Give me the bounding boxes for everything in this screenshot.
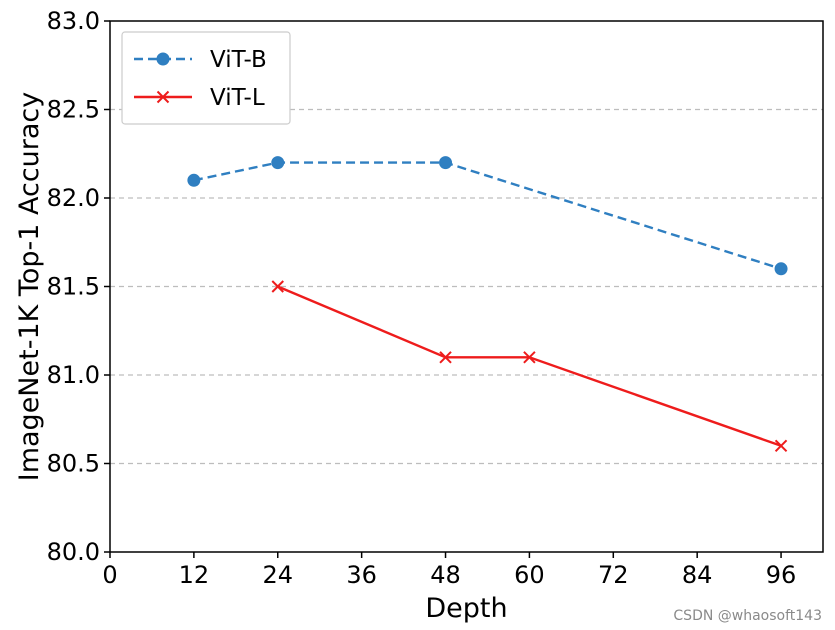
legend-marker xyxy=(156,90,170,104)
x-tick-label: 72 xyxy=(598,561,629,589)
data-point-vit-l xyxy=(774,439,788,453)
data-point-vit-b xyxy=(774,262,788,276)
data-point-vit-b xyxy=(439,156,453,170)
watermark: CSDN @whaosoft143 xyxy=(673,608,822,624)
x-tick-label: 48 xyxy=(430,561,461,589)
x-tick-label: 0 xyxy=(102,561,117,589)
data-point-vit-l xyxy=(439,351,452,364)
x-tick-label: 12 xyxy=(179,561,210,589)
legend-label: ViT-B xyxy=(210,47,267,73)
axis-ticks: 80.0 80.5 81.0 81.5 82.0 82.5 83.0 0 12 24 36 48 60 7… xyxy=(47,7,797,589)
legend: ViT-B ViT-L xyxy=(121,31,291,125)
y-tick-label: 82.5 xyxy=(47,96,100,124)
grid-lines xyxy=(110,108,823,465)
x-tick-label: 96 xyxy=(766,561,797,589)
y-axis-label: ImageNet-1K Top-1 Accuracy xyxy=(14,92,45,482)
y-tick-label: 82.0 xyxy=(47,184,100,212)
series-line-vit-b xyxy=(193,161,782,270)
x-tick-label: 84 xyxy=(682,561,713,589)
x-tick-label: 36 xyxy=(346,561,377,589)
data-point-vit-b xyxy=(271,156,285,170)
legend-box xyxy=(121,31,291,125)
y-tick-label: 81.5 xyxy=(47,273,100,301)
series-layer xyxy=(187,156,788,453)
x-tick-label: 60 xyxy=(514,561,545,589)
series-line-vit-l xyxy=(277,285,782,447)
legend-label: ViT-L xyxy=(210,85,265,111)
legend-marker xyxy=(156,52,170,66)
x-axis-label: Depth xyxy=(425,593,507,624)
y-tick-label: 83.0 xyxy=(47,7,100,35)
y-tick-label: 81.0 xyxy=(47,361,100,389)
data-point-vit-l xyxy=(523,351,536,364)
y-tick-label: 80.0 xyxy=(47,538,100,566)
x-tick-label: 24 xyxy=(262,561,293,589)
data-point-vit-b xyxy=(187,173,201,187)
data-point-vit-l xyxy=(271,280,284,293)
y-tick-label: 80.5 xyxy=(47,450,100,478)
